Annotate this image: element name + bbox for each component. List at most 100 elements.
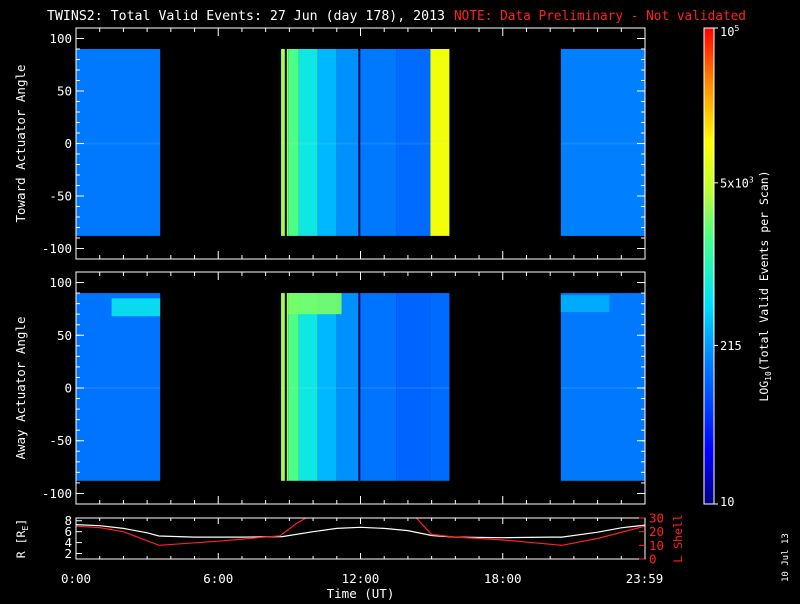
colorbar-tick-label: 215	[720, 339, 742, 353]
colorbar-tick-label: 10	[720, 495, 734, 509]
heatmap-block	[317, 49, 337, 236]
zero-stripe	[298, 142, 318, 145]
zero-stripe	[396, 387, 431, 389]
zero-stripe	[396, 142, 431, 145]
colorbar-gradient	[704, 28, 714, 504]
colorbar-label-sub: 10	[764, 371, 773, 381]
orbit-frame	[75, 517, 646, 560]
zero-stripe	[288, 142, 299, 145]
y-left-tick-label: 4	[64, 535, 72, 550]
y-right-axis-label: L Shell	[671, 514, 685, 562]
x-tick-label: 18:00	[484, 571, 522, 586]
y-left-tick-label: 6	[64, 524, 72, 539]
y-tick-label: 0	[64, 381, 72, 396]
y-right-tick-label: 20	[649, 524, 664, 539]
heatmap-block	[336, 293, 361, 481]
heatmap-highlight	[288, 293, 342, 315]
zero-stripe	[281, 142, 289, 145]
colorbar-label-rest: (Total Valid Events per Scan)	[757, 170, 771, 371]
zero-stripe	[360, 387, 397, 389]
y-axis-label: Toward Actuator Angle	[13, 64, 28, 222]
y-tick-label: 50	[57, 328, 72, 343]
y-tick-label: 0	[64, 136, 72, 151]
dark-line	[284, 49, 287, 236]
heatmap-highlight	[111, 298, 161, 317]
heatmap-block	[560, 49, 645, 236]
heatmap-block	[396, 293, 431, 481]
zero-stripe	[360, 142, 397, 145]
zero-stripe	[336, 142, 361, 145]
heatmap-block	[430, 49, 450, 236]
y-right-tick-label: 0	[649, 552, 657, 567]
x-tick-label: 0:00	[61, 571, 91, 586]
heatmap-block	[281, 293, 289, 481]
dark-line	[284, 293, 287, 481]
y-tick-label: -100	[42, 486, 72, 501]
y-left-tick-label: 2	[64, 546, 72, 561]
heatmap-block	[281, 49, 289, 236]
heatmap-block	[298, 49, 318, 236]
y-tick-label: -100	[42, 241, 72, 256]
y-right-tick-label: 10	[649, 538, 664, 553]
zero-stripe	[76, 387, 161, 389]
heatmap-block	[360, 293, 397, 481]
heatmap-block	[288, 49, 299, 236]
heatmap-block	[76, 293, 161, 481]
heatmap-block	[336, 49, 361, 236]
x-axis-label: Time (UT)	[327, 586, 395, 600]
chart-note: NOTE: Data Preliminary - Not validated	[454, 8, 746, 24]
zero-stripe	[281, 387, 289, 389]
colorbar-tick-base: 10	[720, 25, 734, 39]
heatmap-block	[360, 49, 397, 236]
zero-stripe	[317, 142, 337, 145]
x-tick-label: 23:59	[626, 571, 664, 586]
zero-stripe	[560, 387, 645, 389]
colorbar-frame	[703, 27, 715, 505]
date-stamp: 10 Jul 13	[781, 533, 791, 582]
zero-stripe	[317, 387, 337, 389]
x-tick-label: 12:00	[342, 571, 380, 586]
heatmap-block	[76, 49, 161, 236]
zero-stripe	[430, 142, 450, 145]
lshell-series-line	[76, 518, 645, 546]
colorbar-tick-exp: 5	[734, 24, 739, 33]
r-series-line	[76, 524, 645, 539]
zero-stripe	[560, 142, 645, 145]
away-panel: 100 50 0 -50 -100 Away Actuator Angle	[13, 271, 646, 505]
colorbar-tick-exp: 3	[749, 175, 754, 184]
colorbar-tick-label: 105	[720, 24, 739, 39]
heatmap-highlight	[560, 295, 610, 313]
chart-title: TWINS2: Total Valid Events: 27 Jun (day …	[47, 8, 445, 24]
zero-stripe	[430, 387, 450, 389]
heatmap-block	[396, 49, 431, 236]
y-left-tick-label: 8	[64, 513, 72, 528]
toward-panel: 100 50 0 -50 -100 Toward Actuator Angle	[13, 27, 646, 260]
y-tick-label: 100	[49, 275, 72, 290]
y-left-axis-label: R [RE]	[14, 519, 30, 558]
colorbar-tick-base: 10	[720, 495, 734, 509]
y-left-axis-label-main: R [R	[14, 530, 28, 558]
heatmap-block	[430, 293, 450, 481]
colorbar-tick-label: 5x103	[720, 175, 754, 190]
heatmap-block	[298, 293, 318, 481]
y-left-axis-label-end: ]	[14, 519, 28, 526]
zero-stripe	[76, 142, 161, 145]
y-tick-label: 50	[57, 84, 72, 99]
dark-line	[358, 49, 361, 236]
y-right-tick-label: 30	[649, 511, 664, 526]
heatmap-block	[317, 293, 337, 481]
colorbar-label-main: LOG	[757, 381, 771, 402]
zero-stripe	[298, 387, 318, 389]
y-tick-label: -50	[49, 189, 72, 204]
heatmap-block	[288, 293, 299, 481]
zero-stripe	[288, 387, 299, 389]
dark-line	[358, 293, 361, 481]
y-axis-label: Away Actuator Angle	[13, 317, 28, 460]
y-left-axis-label-sub: E	[21, 526, 30, 531]
heatmap-block	[560, 293, 645, 481]
x-tick-label: 6:00	[203, 571, 233, 586]
y-tick-label: 100	[49, 31, 72, 46]
